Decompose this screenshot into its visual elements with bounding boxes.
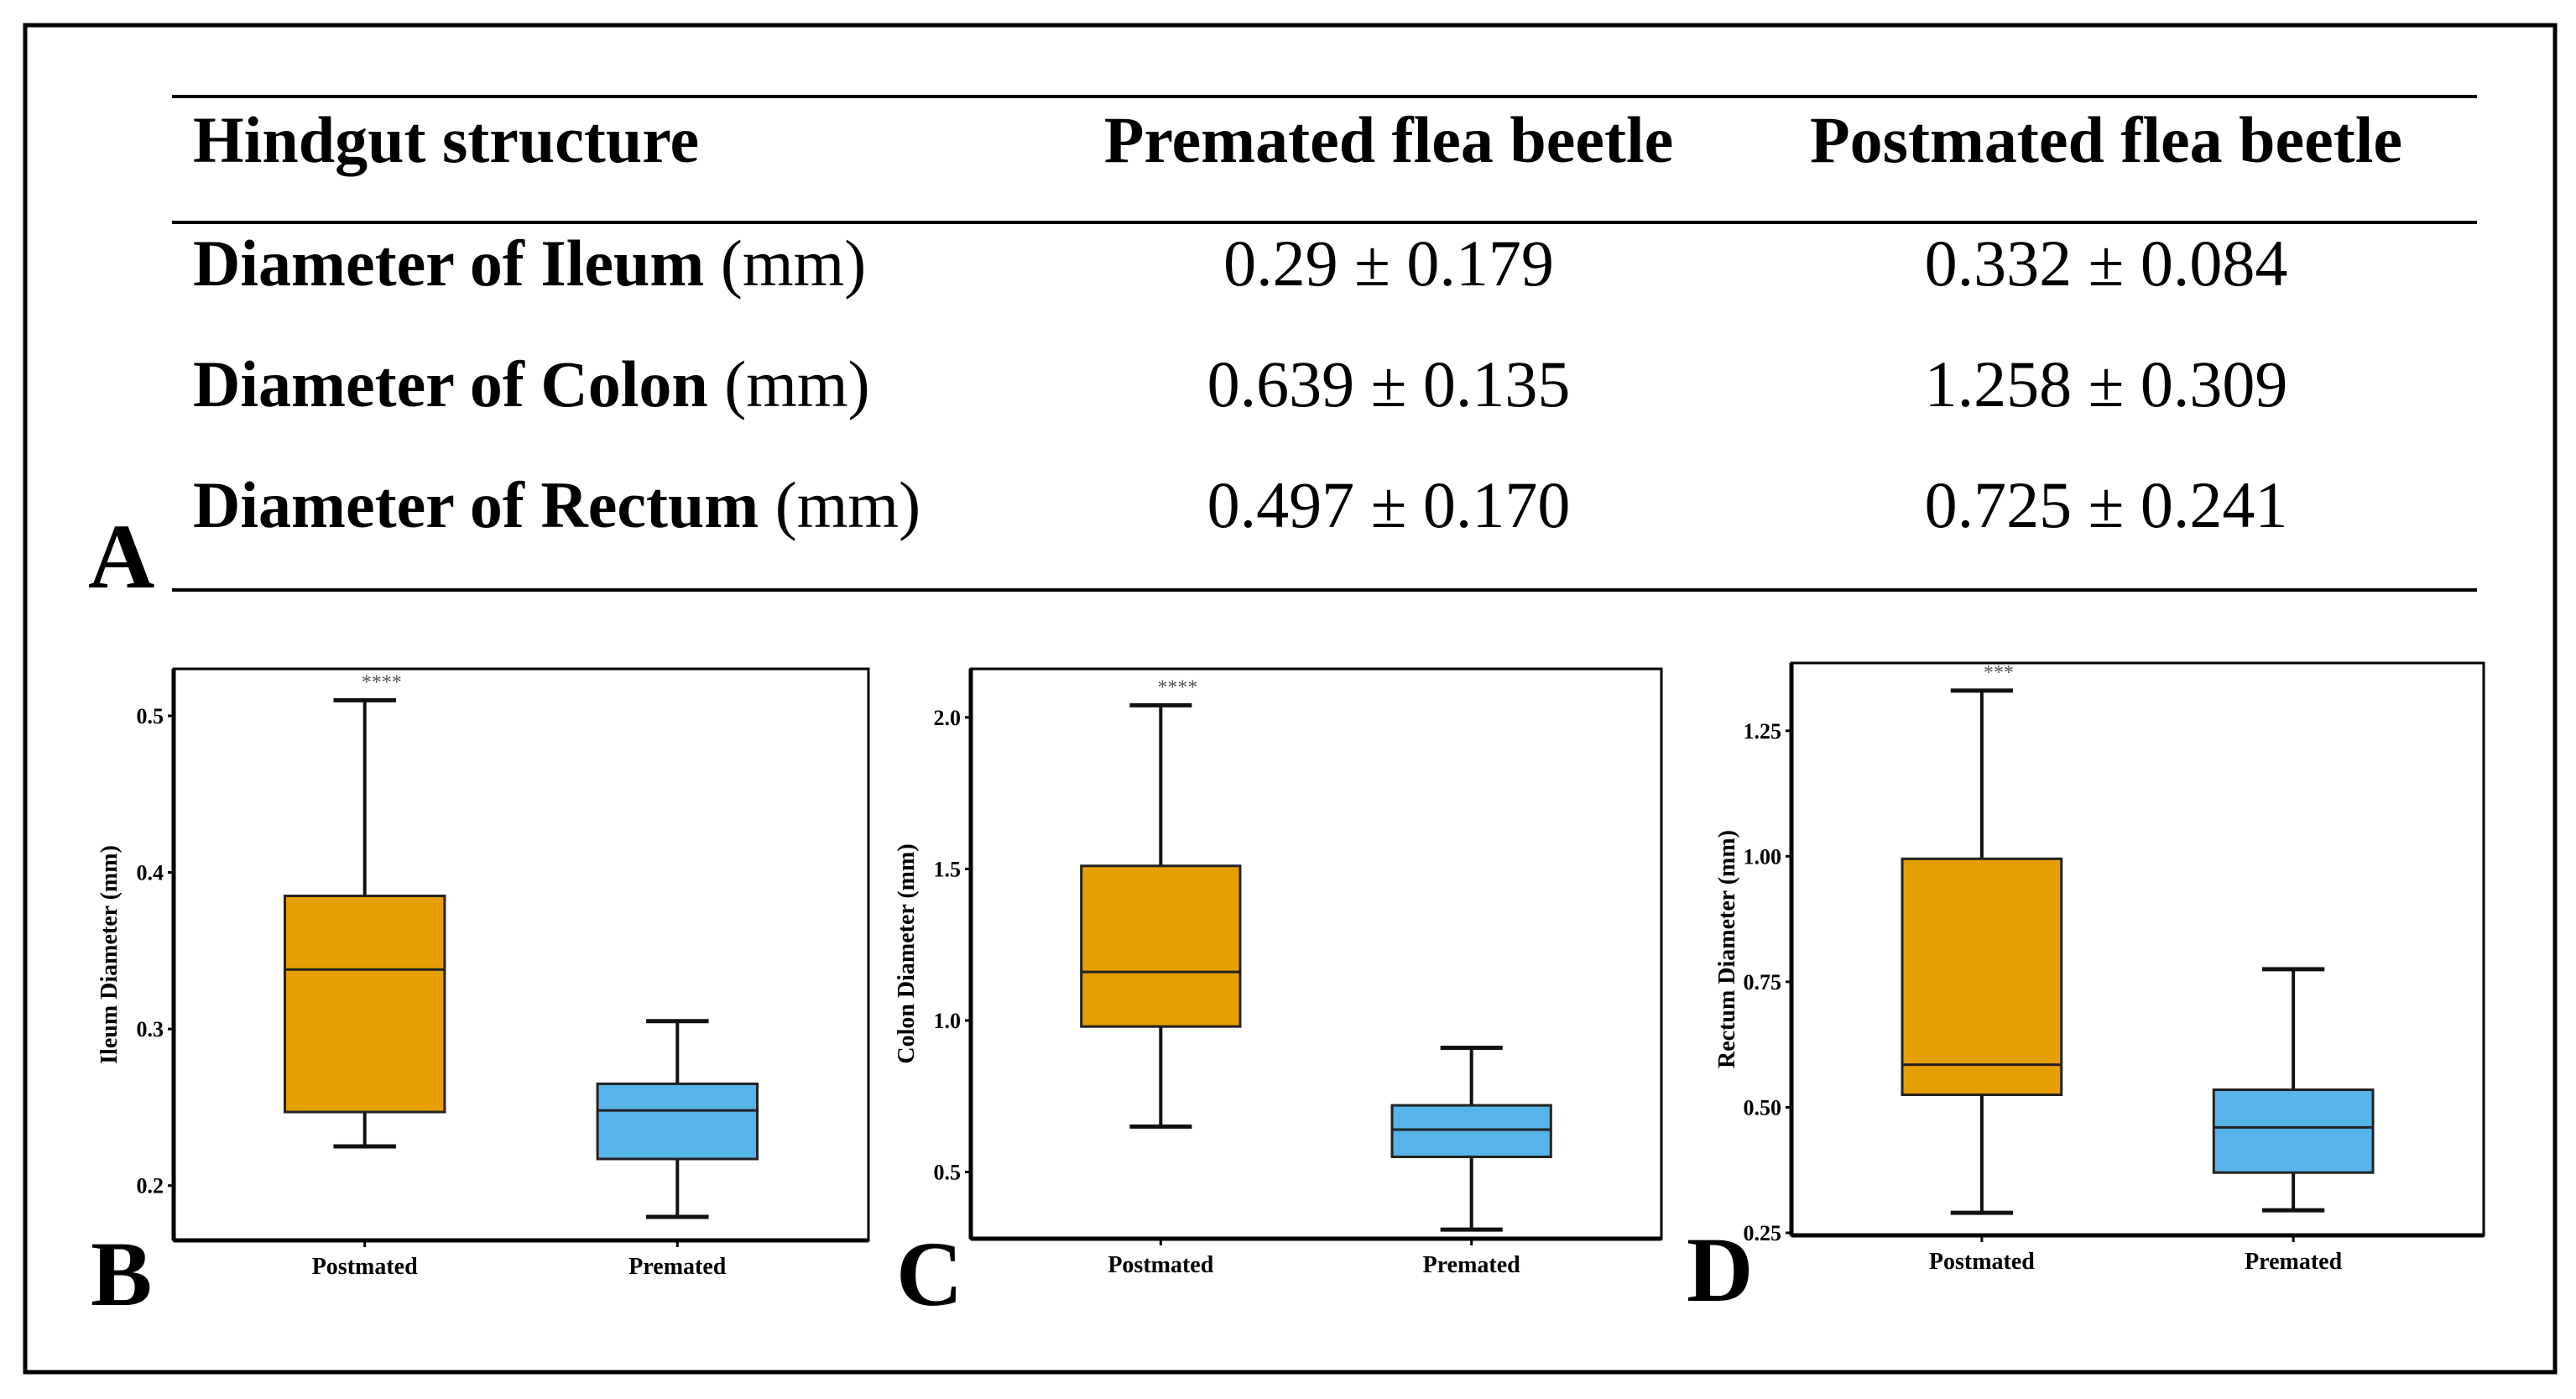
box-premated (596, 1019, 759, 1219)
y-tick-label: 2.0 (934, 706, 962, 730)
y-axis-label: Ileum Diameter (mm) (96, 845, 123, 1064)
y-tick-label: 0.50 (1744, 1095, 1782, 1120)
summary-table: Hindgut structure Premated flea beetle P… (172, 95, 2477, 592)
header-hindgut-structure: Hindgut structure (193, 103, 699, 176)
table-row-colon: Diameter of Colon (mm) 0.639 ± 0.135 1.2… (193, 347, 2287, 420)
y-tick-label: 0.5 (934, 1161, 962, 1185)
table-row-ileum: Diameter of Ileum (mm) 0.29 ± 0.179 0.33… (193, 227, 2287, 300)
box-premated (2212, 967, 2375, 1213)
header-premated: Premated flea beetle (1104, 103, 1674, 176)
box-postmated (283, 697, 446, 1149)
boxplot-panel-c: 0.5 1.0 1.5 2.0 Colon Diameter (mm) Postmated… (894, 667, 1663, 1278)
svg-text:Diameter of Ileum (mm): Diameter of Ileum (mm) (193, 227, 866, 300)
x-tick-label: Premated (1423, 1252, 1521, 1278)
panel-label-a: A (88, 505, 154, 608)
y-tick-label: 0.25 (1744, 1221, 1782, 1245)
box-iqr (1080, 864, 1242, 1028)
svg-text:Diameter of Colon (mm): Diameter of Colon (mm) (193, 347, 870, 420)
box-iqr (596, 1082, 759, 1161)
x-tick-label: Postmated (1108, 1252, 1213, 1278)
header-postmated: Postmated flea beetle (1810, 103, 2402, 176)
row-label: Diameter of Colon (193, 347, 708, 420)
y-tick-label: 0.75 (1744, 970, 1782, 994)
significance-marker: *** (1984, 662, 2014, 684)
box-postmated (1901, 688, 2063, 1215)
box-iqr (1390, 1104, 1552, 1158)
cell-premated: 0.497 ± 0.170 (1207, 468, 1571, 541)
plot-frame (1790, 661, 2485, 1237)
boxplot-panel-d: 0.25 0.50 0.75 1.00 1.25 Rectum Diameter (mm)… (1714, 661, 2485, 1275)
y-tick-label: 1.25 (1744, 719, 1782, 744)
row-unit: (mm) (775, 468, 920, 541)
box-iqr (1901, 857, 2063, 1096)
row-unit: (mm) (721, 227, 866, 300)
x-tick-label: Premated (628, 1254, 727, 1280)
row-label: Diameter of Ileum (193, 227, 704, 300)
boxplots: 0.2 0.3 0.4 0.5 Ileum Diameter (mm) Postmated… (96, 661, 2485, 1280)
cell-postmated: 0.725 ± 0.241 (1925, 468, 2288, 541)
x-tick-label: Premated (2245, 1249, 2343, 1275)
plot-frame (969, 667, 1663, 1240)
panel-label-c: C (896, 1223, 962, 1325)
row-label: Diameter of Rectum (193, 468, 759, 541)
cell-premated: 0.29 ± 0.179 (1223, 227, 1554, 300)
box-premated (1390, 1045, 1552, 1232)
significance-marker: **** (1157, 676, 1197, 698)
panel-label-b: B (91, 1223, 152, 1325)
table-row-rectum: Diameter of Rectum (mm) 0.497 ± 0.170 0.… (193, 468, 2287, 541)
y-tick-label: 0.4 (137, 861, 164, 885)
svg-text:Diameter of Rectum (mm): Diameter of Rectum (mm) (193, 468, 920, 541)
x-tick-label: Postmated (1929, 1249, 2035, 1275)
cell-premated: 0.639 ± 0.135 (1207, 347, 1571, 420)
y-tick-label: 0.3 (137, 1017, 164, 1041)
box-iqr (2212, 1088, 2375, 1174)
y-tick-label: 1.00 (1744, 844, 1782, 869)
plot-frame (172, 667, 870, 1242)
cell-postmated: 1.258 ± 0.309 (1925, 347, 2288, 420)
y-axis-label: Rectum Diameter (mm) (1714, 830, 1740, 1068)
box-postmated (1080, 702, 1242, 1129)
significance-marker: **** (362, 671, 402, 693)
y-axis-label: Colon Diameter (mm) (894, 843, 920, 1063)
y-tick-label: 0.2 (137, 1174, 164, 1198)
y-tick-label: 0.5 (137, 704, 164, 728)
x-tick-label: Postmated (312, 1254, 418, 1280)
box-iqr (283, 895, 446, 1114)
y-tick-label: 1.0 (934, 1009, 962, 1033)
y-tick-label: 1.5 (934, 857, 962, 881)
cell-postmated: 0.332 ± 0.084 (1925, 227, 2288, 300)
boxplot-panel-b: 0.2 0.3 0.4 0.5 Ileum Diameter (mm) Postmated… (96, 667, 870, 1280)
panel-label-d: D (1687, 1219, 1753, 1321)
row-unit: (mm) (724, 347, 869, 420)
